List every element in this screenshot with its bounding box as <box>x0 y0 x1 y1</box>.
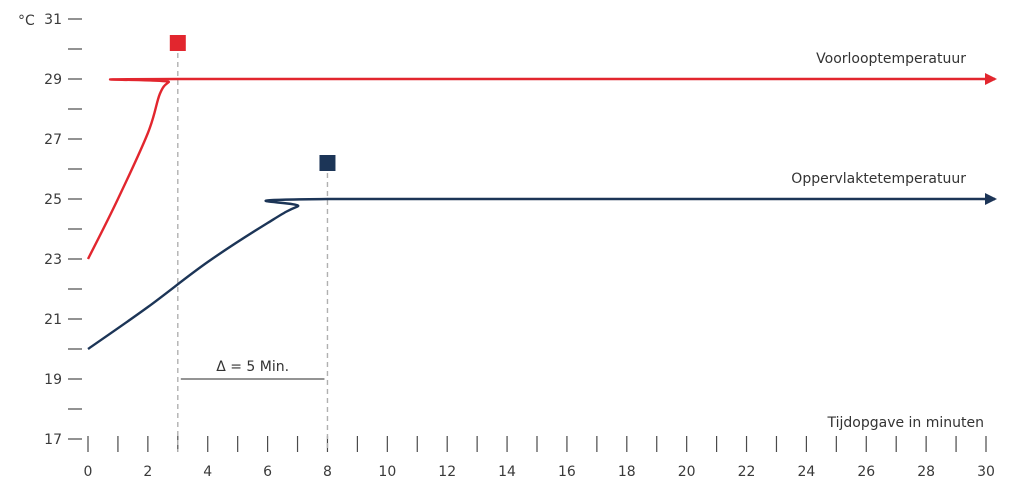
x-tick-label: 12 <box>438 464 456 480</box>
x-tick-label: 28 <box>917 464 935 480</box>
x-tick-label: 16 <box>558 464 576 480</box>
x-tick-label: 26 <box>857 464 875 480</box>
y-tick-label: 27 <box>44 132 62 148</box>
delta-label: Δ = 5 Min. <box>216 359 289 375</box>
y-axis-unit-label: °C <box>18 13 35 29</box>
x-axis-title: Tijdopgave in minuten <box>826 415 984 431</box>
series-label: Voorlooptemperatuur <box>816 51 966 67</box>
x-tick-label: 8 <box>323 464 332 480</box>
series-group: Voorlooptemperatuur Oppervlaktetemperatuu… <box>86 51 997 350</box>
x-tick-label: 10 <box>378 464 396 480</box>
x-tick-label: 30 <box>977 464 995 480</box>
annotation-group: Δ = 5 Min. <box>180 359 325 380</box>
series-line <box>87 193 997 350</box>
guide-lines <box>177 53 329 452</box>
y-tick-label: 19 <box>44 372 62 388</box>
square-marker <box>169 35 186 51</box>
x-tick-label: 18 <box>618 464 636 480</box>
y-tick-label: 23 <box>44 252 62 268</box>
y-tick-label: 29 <box>44 72 62 88</box>
x-tick-label: 22 <box>738 464 756 480</box>
y-axis: 31 29 27 25 23 21 19 17 <box>44 12 82 448</box>
series-markers <box>169 35 336 171</box>
series-line <box>86 73 997 260</box>
x-tick-label: 4 <box>203 464 212 480</box>
x-tick-label: 6 <box>263 464 272 480</box>
x-tick-label: 0 <box>84 464 93 480</box>
square-marker <box>319 155 336 171</box>
x-tick-label: 24 <box>797 464 815 480</box>
series-label: Oppervlaktetemperatuur <box>791 171 966 187</box>
y-tick-label: 31 <box>44 12 62 28</box>
y-tick-label: 25 <box>44 192 62 208</box>
x-tick-label: 14 <box>498 464 516 480</box>
y-tick-label: 17 <box>44 432 62 448</box>
x-tick-label: 2 <box>143 464 152 480</box>
x-tick-label: 20 <box>678 464 696 480</box>
y-tick-label: 21 <box>44 312 62 328</box>
x-axis: 0 2 4 6 8 10 12 14 16 18 20 22 24 26 28 30 <box>84 436 995 480</box>
